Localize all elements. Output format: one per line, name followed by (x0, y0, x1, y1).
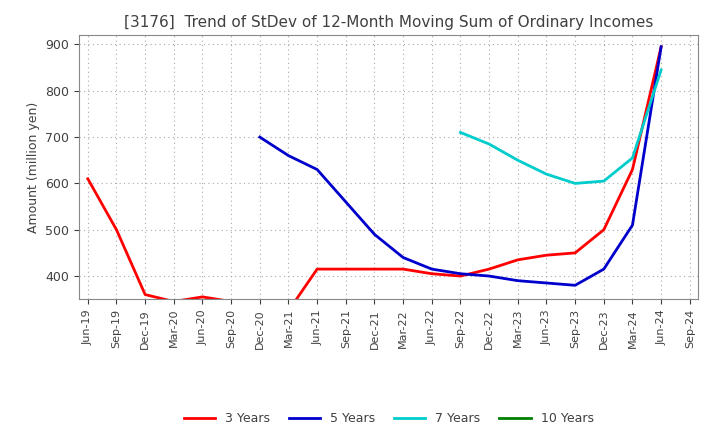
Title: [3176]  Trend of StDev of 12-Month Moving Sum of Ordinary Incomes: [3176] Trend of StDev of 12-Month Moving… (124, 15, 654, 30)
Legend: 3 Years, 5 Years, 7 Years, 10 Years: 3 Years, 5 Years, 7 Years, 10 Years (179, 407, 598, 430)
Y-axis label: Amount (million yen): Amount (million yen) (27, 102, 40, 233)
